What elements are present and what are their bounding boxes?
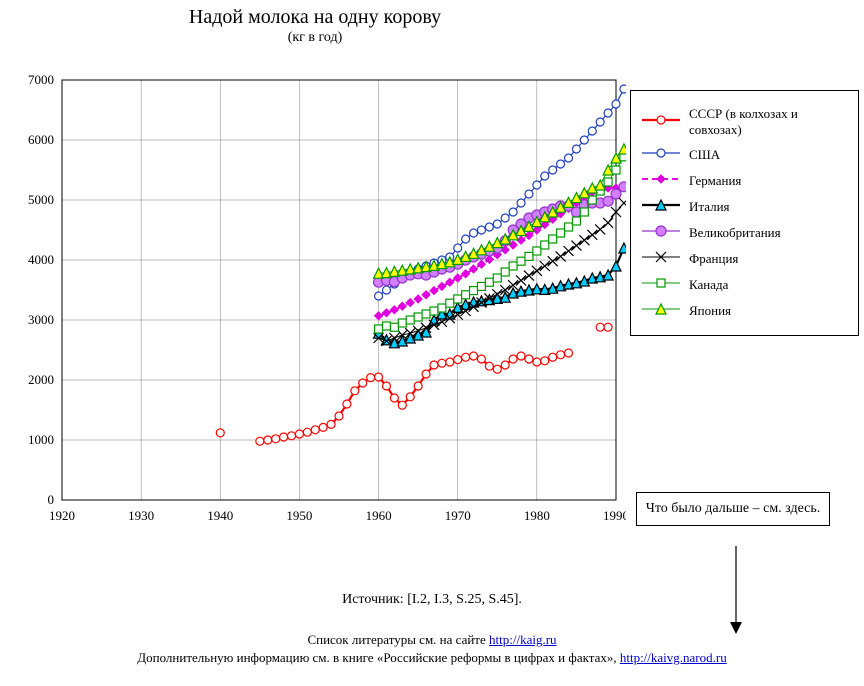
legend-swatch xyxy=(637,223,685,243)
legend-label: Великобритания xyxy=(685,223,852,243)
svg-text:1930: 1930 xyxy=(128,508,154,523)
legend-label: Франция xyxy=(685,249,852,269)
legend-swatch xyxy=(637,249,685,269)
svg-text:6000: 6000 xyxy=(28,132,54,147)
svg-text:1970: 1970 xyxy=(445,508,471,523)
source-line: Источник: [I.2, I.3, S.25, S.45]. xyxy=(0,592,864,608)
arrow-down-icon xyxy=(726,546,746,634)
legend-swatch xyxy=(637,171,685,191)
legend-row-usa: США xyxy=(637,145,852,165)
legend-swatch xyxy=(637,145,685,165)
kaivg-link[interactable]: http://kaivg.narod.ru xyxy=(620,650,727,665)
svg-text:0: 0 xyxy=(48,492,55,507)
biblio1-text: Список литературы см. на сайте xyxy=(307,632,489,647)
chart-title: Надой молока на одну корову xyxy=(0,6,630,29)
bibliography-line-1: Список литературы см. на сайте http://ka… xyxy=(0,632,864,648)
legend-swatch xyxy=(637,275,685,295)
kaig-link[interactable]: http://kaig.ru xyxy=(489,632,557,647)
legend-swatch xyxy=(637,301,685,321)
svg-text:1950: 1950 xyxy=(286,508,312,523)
chart-subtitle: (кг в год) xyxy=(0,30,630,46)
svg-text:2000: 2000 xyxy=(28,372,54,387)
svg-text:1000: 1000 xyxy=(28,432,54,447)
legend-row-ussr: СССР (в колхозах и совхозах) xyxy=(637,105,852,139)
bibliography-line-2: Дополнительную информацию см. в книге «Р… xyxy=(0,650,864,666)
svg-text:5000: 5000 xyxy=(28,192,54,207)
svg-text:7000: 7000 xyxy=(28,72,54,87)
svg-text:1960: 1960 xyxy=(366,508,392,523)
legend-row-uk: Великобритания xyxy=(637,223,852,243)
biblio2-text: Дополнительную информацию см. в книге «Р… xyxy=(137,650,620,665)
svg-text:1990: 1990 xyxy=(603,508,626,523)
legend: СССР (в колхозах и совхозах) США Германия И… xyxy=(630,90,859,336)
svg-text:1980: 1980 xyxy=(524,508,550,523)
svg-text:1940: 1940 xyxy=(207,508,233,523)
legend-row-italy: Италия xyxy=(637,197,852,217)
svg-text:1920: 1920 xyxy=(49,508,75,523)
legend-row-germany: Германия xyxy=(637,171,852,191)
legend-table: СССР (в колхозах и совхозах) США Германия И… xyxy=(637,99,852,327)
svg-text:3000: 3000 xyxy=(28,312,54,327)
legend-label: Канада xyxy=(685,275,852,295)
legend-row-france: Франция xyxy=(637,249,852,269)
legend-label: Япония xyxy=(685,301,852,321)
legend-label: Германия xyxy=(685,171,852,191)
legend-swatch xyxy=(637,197,685,217)
svg-text:4000: 4000 xyxy=(28,252,54,267)
legend-label: США xyxy=(685,145,852,165)
legend-row-canada: Канада xyxy=(637,275,852,295)
legend-label: СССР (в колхозах и совхозах) xyxy=(685,105,852,139)
milk-yield-chart: 1920 1930 1940 1950 1960 1970 1980 1990 0 1000 200… xyxy=(6,60,626,560)
legend-label: Италия xyxy=(685,197,852,217)
see-further-note[interactable]: Что было дальше – см. здесь. xyxy=(636,492,830,526)
legend-row-japan: Япония xyxy=(637,301,852,321)
legend-swatch xyxy=(637,105,685,139)
